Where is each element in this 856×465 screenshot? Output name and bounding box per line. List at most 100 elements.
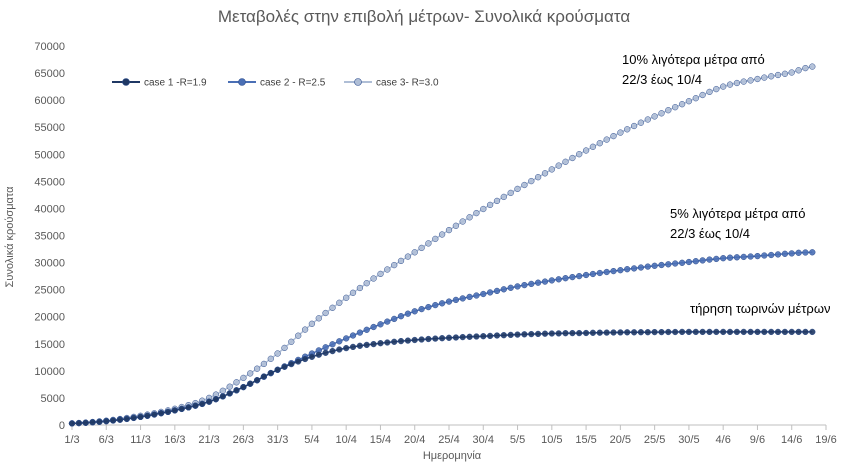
series-1-point xyxy=(116,416,124,423)
series-2-point xyxy=(569,273,576,281)
series-2-point xyxy=(329,341,336,348)
series-2-point xyxy=(754,252,761,260)
series-3-point xyxy=(610,132,617,140)
series-2-point xyxy=(672,260,679,267)
x-tick-label: 16/3 xyxy=(164,434,185,446)
series-1-point xyxy=(473,333,480,340)
series-3-point xyxy=(226,383,233,390)
series-1-point xyxy=(432,335,439,342)
series-2-point xyxy=(603,268,610,276)
series-2-point xyxy=(733,254,741,261)
series-1-point xyxy=(768,328,775,336)
series-3-point xyxy=(562,158,569,165)
series-3-point xyxy=(260,360,268,368)
series-1-point xyxy=(486,332,494,340)
series-2-point xyxy=(795,249,802,256)
series-1-point xyxy=(514,331,521,338)
series-3-point xyxy=(541,170,549,177)
series-2-point xyxy=(637,264,645,271)
series-1-point xyxy=(438,335,446,342)
series-3-point xyxy=(534,174,542,181)
series-2-point xyxy=(740,253,747,261)
series-1-point xyxy=(678,328,686,336)
series-1-point xyxy=(665,328,672,336)
series-1-point xyxy=(521,331,528,338)
series-3-point xyxy=(603,136,610,143)
series-3-point xyxy=(480,205,487,213)
series-2-point xyxy=(411,308,418,315)
series-1-point xyxy=(295,358,302,365)
annotation-3: τήρηση τωρινών μέτρων xyxy=(690,301,830,316)
series-3-point xyxy=(528,177,535,185)
series-1-point xyxy=(692,328,699,336)
annotations: 10% λιγότερα μέτρα από 22/3 έως 10/45% λι… xyxy=(622,52,830,316)
series-2-point xyxy=(500,286,507,293)
series-2-point xyxy=(562,275,569,282)
y-tick-label: 25000 xyxy=(34,285,65,297)
series-2-point xyxy=(576,272,583,280)
series-1-point xyxy=(685,328,693,336)
series-1-point xyxy=(397,337,405,345)
series-1-point xyxy=(384,339,391,346)
series-2-point xyxy=(809,249,816,256)
series-2-point xyxy=(404,310,412,317)
y-tick-label: 15000 xyxy=(34,339,65,351)
y-tick-label: 20000 xyxy=(34,312,65,324)
x-tick-label: 14/6 xyxy=(781,434,802,446)
series-1-point xyxy=(802,328,809,336)
series-2-point xyxy=(343,335,350,342)
series-1-point xyxy=(603,329,610,336)
series-2-point xyxy=(555,276,562,283)
series-3-point xyxy=(411,249,418,256)
series-1-point xyxy=(562,330,569,337)
series-2-point xyxy=(384,318,391,325)
series-3-point xyxy=(733,79,741,87)
series-1-point xyxy=(500,332,507,339)
series-1-point xyxy=(336,346,343,353)
series-1-point xyxy=(301,355,309,363)
series-1-point xyxy=(534,330,542,338)
series-1-point xyxy=(151,411,158,418)
series-3-point xyxy=(233,379,240,386)
series-2-point xyxy=(624,266,631,273)
series-1-point xyxy=(644,329,651,336)
series-1-point xyxy=(624,329,631,336)
x-tick-label: 9/6 xyxy=(750,434,765,446)
legend-marker xyxy=(354,78,362,86)
series-2-point xyxy=(658,261,665,269)
series-1 xyxy=(68,328,816,427)
series-3-point xyxy=(397,257,405,265)
y-tick-label: 10000 xyxy=(34,366,65,378)
series-3-point xyxy=(349,289,357,296)
series-1-point xyxy=(672,328,679,336)
series-1-point xyxy=(418,336,425,343)
series-3-point xyxy=(672,104,679,111)
y-tick-label: 60000 xyxy=(34,95,65,107)
series-1-point xyxy=(569,329,576,337)
series-3-point xyxy=(624,126,631,133)
series-3-point xyxy=(425,240,432,247)
series-1-point xyxy=(103,418,110,425)
series-1-point xyxy=(754,328,761,336)
series-3-point xyxy=(630,122,638,130)
series-3-point xyxy=(802,64,809,72)
series-3-point xyxy=(726,81,734,88)
series-2-point xyxy=(493,287,501,295)
series-1-point xyxy=(651,328,658,336)
series-2-point xyxy=(452,296,460,304)
legend-marker xyxy=(238,78,246,86)
series-2-point xyxy=(747,253,754,260)
series-1-point xyxy=(658,328,665,336)
x-tick-label: 1/3 xyxy=(64,434,79,446)
series-1-point xyxy=(555,330,562,337)
series-3-point xyxy=(329,304,336,311)
annotation-line: 22/3 έως 10/4 xyxy=(670,226,750,241)
series-2-point xyxy=(685,258,693,266)
legend-label: case 2 - R=2.5 xyxy=(260,78,326,89)
series-2-point xyxy=(438,300,446,307)
series-3-point xyxy=(343,294,350,301)
y-tick-label: 55000 xyxy=(34,122,65,134)
series-2-point xyxy=(473,292,480,299)
series-3-point xyxy=(493,197,501,205)
